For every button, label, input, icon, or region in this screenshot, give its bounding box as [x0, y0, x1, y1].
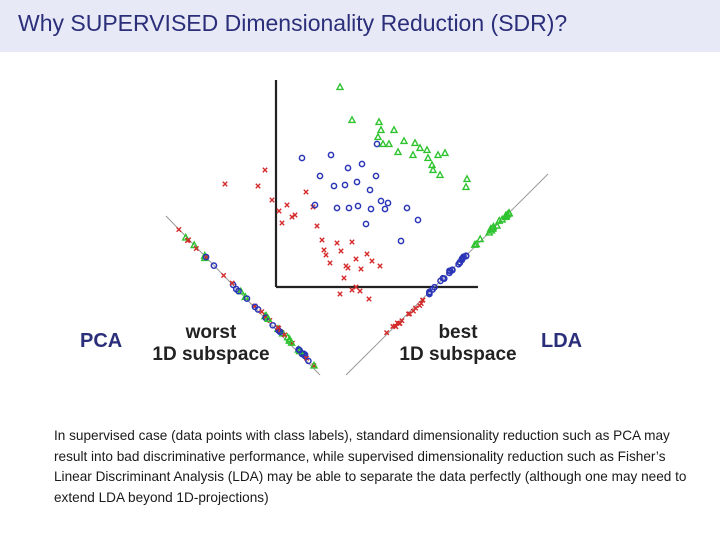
red-cross-marker [280, 221, 284, 225]
green-triangle-marker [477, 236, 483, 242]
red-cross-marker [223, 182, 227, 186]
red-cross-marker [367, 297, 371, 301]
red-cross-marker [417, 303, 421, 307]
projection-diagram: PCA worst 1D subspace best 1D subspace L… [0, 52, 720, 392]
blue-circle-marker [345, 165, 350, 170]
blue-circle-marker [373, 173, 378, 178]
red-cross-marker [370, 259, 374, 263]
red-cross-marker [328, 261, 332, 265]
best-subspace-label: 1D subspace [399, 344, 516, 365]
blue-circle-marker [415, 217, 420, 222]
green-triangle-marker [410, 152, 416, 158]
lda-label: LDA [541, 330, 582, 352]
red-cross-marker [358, 289, 362, 293]
red-cross-marker [342, 276, 346, 280]
red-cross-marker [221, 273, 225, 277]
red-cross-marker [378, 264, 382, 268]
green-triangle-marker [412, 140, 418, 146]
blue-circle-marker [346, 205, 351, 210]
green-triangle-marker [437, 172, 443, 178]
blue-circle-marker [328, 152, 333, 157]
red-cross-marker [359, 267, 363, 271]
blue-circle-marker [404, 205, 409, 210]
red-cross-marker [350, 240, 354, 244]
red-cross-marker [339, 249, 343, 253]
blue-circle-marker [331, 183, 336, 188]
blue-circle-marker [385, 200, 390, 205]
blue-circle-marker [398, 238, 403, 243]
blue-circle-marker [367, 187, 372, 192]
green-triangle-marker [429, 162, 435, 168]
red-cross-marker [177, 227, 181, 231]
blue-circle-marker [334, 205, 339, 210]
blue-circle-marker [270, 323, 275, 328]
blue-circle-marker [378, 198, 383, 203]
red-cross-marker [350, 288, 354, 292]
green-triangle-marker [380, 141, 386, 147]
green-triangle-marker [375, 134, 381, 140]
green-triangle-marker [424, 147, 430, 153]
blue-circle-marker [355, 203, 360, 208]
red-cross-marker [256, 184, 260, 188]
green-triangle-marker [435, 152, 441, 158]
green-triangle-marker [442, 150, 448, 156]
red-cross-marker [354, 257, 358, 261]
green-triangle-marker [376, 119, 382, 125]
green-triangle-marker [425, 155, 431, 161]
best-label: best [438, 322, 478, 343]
blue-circle-marker [382, 206, 387, 211]
title-bar: Why SUPERVISED Dimensionality Reduction … [0, 0, 720, 52]
red-cross-marker [365, 252, 369, 256]
red-cross-marker [322, 248, 326, 252]
green-triangle-marker [464, 176, 470, 182]
pca-label: PCA [80, 330, 122, 352]
green-triangle-marker [401, 138, 407, 144]
green-triangle-marker [349, 117, 355, 123]
blue-circle-marker [359, 161, 364, 166]
blue-circle-marker [368, 206, 373, 211]
blue-circle-marker [317, 173, 322, 178]
scatter-axes [276, 80, 478, 287]
red-cross-marker [335, 241, 339, 245]
green-triangle-marker [378, 127, 384, 133]
red-cross-marker [315, 224, 319, 228]
red-cross-marker [304, 190, 308, 194]
green-triangle-marker [395, 149, 401, 155]
lda-projected-points [384, 210, 512, 335]
red-cross-marker [277, 209, 281, 213]
red-cross-marker [324, 253, 328, 257]
blue-circle-marker [299, 155, 304, 160]
red-cross-marker [285, 203, 289, 207]
green-triangle-marker [463, 184, 469, 190]
worst-label: worst [185, 322, 237, 343]
red-cross-marker [263, 168, 267, 172]
blue-circle-marker [374, 141, 379, 146]
red-cross-marker [270, 198, 274, 202]
slide-title: Why SUPERVISED Dimensionality Reduction … [18, 10, 567, 37]
red-cross-marker [338, 292, 342, 296]
green-triangle-marker [391, 127, 397, 133]
red-cross-marker [346, 266, 350, 270]
slide-caption: In supervised case (data points with cla… [54, 426, 704, 508]
blue-circle-marker [342, 182, 347, 187]
blue-circle-marker [354, 179, 359, 184]
scatter-points [223, 84, 470, 301]
green-triangle-marker [337, 84, 343, 90]
blue-circle-marker [363, 221, 368, 226]
worst-subspace-label: 1D subspace [152, 344, 269, 365]
red-cross-marker [320, 238, 324, 242]
green-triangle-marker [386, 141, 392, 147]
